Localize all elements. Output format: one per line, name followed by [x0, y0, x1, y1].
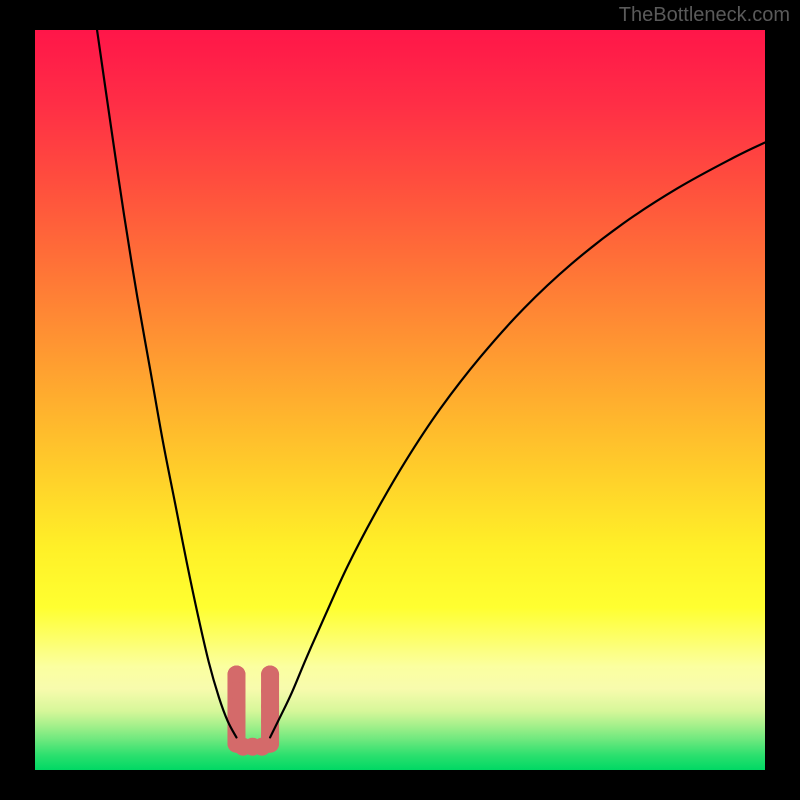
- watermark-text: TheBottleneck.com: [619, 4, 790, 27]
- chart-svg: [0, 0, 800, 800]
- plot-background: [35, 30, 765, 770]
